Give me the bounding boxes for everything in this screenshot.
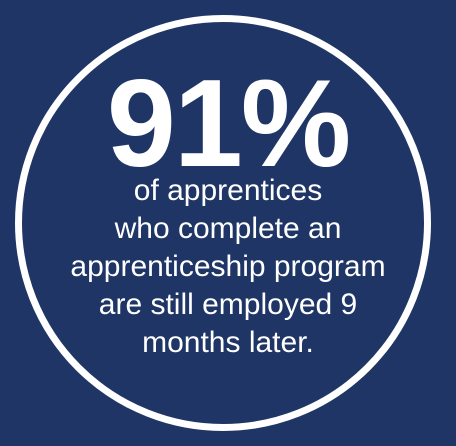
stat-caption-line: apprenticeship program [70, 250, 386, 283]
stat-caption-line: who complete an [114, 212, 342, 245]
stat-caption-line: are still employed 9 [98, 288, 358, 321]
stat-caption: of apprentices who complete an apprentic… [0, 172, 456, 362]
stat-percentage: 91% [106, 55, 351, 193]
stat-caption-line: months later. [142, 326, 314, 359]
stat-circle [15, 15, 431, 431]
stat-caption-line: of apprentices [133, 174, 323, 207]
